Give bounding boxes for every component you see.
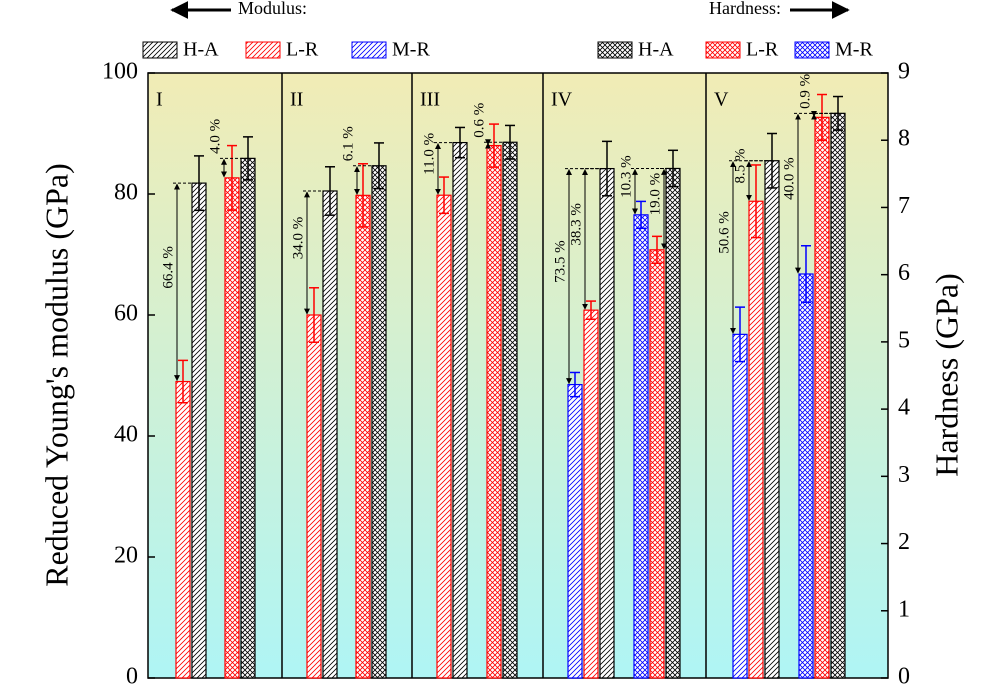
bar	[599, 167, 615, 679]
error-bar	[489, 123, 499, 168]
legend-swatch	[794, 41, 830, 59]
y-tick-label: 100	[102, 59, 138, 85]
legend-label: L-R	[286, 39, 319, 61]
panel-label: I	[156, 89, 163, 111]
annotation: 6.1 %	[340, 126, 356, 161]
legend-swatch	[705, 41, 741, 59]
bar	[633, 214, 649, 679]
legend-heading: Modulus:	[238, 0, 307, 18]
bar	[732, 333, 748, 679]
annotation: 10.3 %	[618, 155, 634, 198]
panel-label: II	[290, 89, 303, 111]
y2-tick-label: 6	[898, 260, 910, 286]
legend-label: L-R	[746, 39, 779, 61]
legend-swatch	[351, 41, 387, 59]
annotation: 73.5 %	[552, 240, 568, 283]
annotation: 19.0 %	[647, 173, 663, 216]
bar	[240, 157, 256, 679]
legend-heading: Hardness:	[709, 0, 781, 18]
y-tick-label: 60	[114, 301, 138, 327]
error-bar	[817, 93, 827, 141]
panel-label: IV	[551, 89, 573, 111]
y2-tick-label: 3	[898, 462, 910, 488]
error-bar	[751, 164, 761, 239]
bar	[748, 200, 764, 679]
y-tick-label: 80	[114, 180, 138, 206]
y2-tick-label: 7	[898, 193, 910, 219]
bar	[583, 309, 599, 679]
legend-swatch	[597, 41, 633, 59]
legend-swatch	[245, 41, 281, 59]
y2-tick-label: 1	[898, 596, 910, 622]
legend-label: H-A	[638, 39, 674, 61]
annotation: 40.0 %	[781, 157, 797, 200]
annotation: 0.9 %	[797, 74, 813, 109]
y2-tick-label: 9	[898, 59, 910, 85]
y-axis-title: Reduced Young's modulus (GPa)	[38, 163, 74, 587]
bar	[175, 380, 191, 679]
bar	[371, 165, 387, 679]
y2-tick-label: 0	[898, 664, 910, 690]
annotation: 50.6 %	[716, 211, 732, 254]
bar	[306, 314, 322, 679]
annotation: 8.5 %	[732, 148, 748, 183]
error-bar	[358, 163, 368, 228]
y2-tick-label: 2	[898, 529, 910, 555]
y2-tick-label: 8	[898, 126, 910, 152]
bar	[665, 167, 681, 679]
error-bar	[652, 235, 662, 264]
bar	[355, 194, 371, 679]
error-bar	[309, 287, 319, 343]
bar	[649, 249, 665, 679]
legend-label: M-R	[392, 39, 430, 61]
y2-tick-label: 4	[898, 395, 910, 421]
bar	[436, 194, 452, 679]
panel-label: V	[714, 89, 729, 111]
bar	[567, 383, 583, 679]
bar	[486, 145, 502, 679]
bar	[224, 177, 240, 679]
bar	[814, 116, 830, 679]
annotation: 0.6 %	[471, 103, 487, 138]
legend-label: H-A	[183, 39, 219, 61]
annotation: 66.4 %	[160, 246, 176, 289]
annotation: 11.0 %	[421, 133, 437, 175]
error-bar	[801, 245, 811, 303]
bar	[452, 141, 468, 679]
annotation: 38.3 %	[568, 203, 584, 246]
y2-tick-label: 5	[898, 327, 910, 353]
y-tick-label: 20	[114, 543, 138, 569]
error-bar	[735, 306, 745, 363]
bar	[764, 160, 780, 679]
error-bar	[227, 144, 237, 211]
bar	[798, 273, 814, 679]
y2-axis-title: Hardness (GPa)	[928, 273, 964, 477]
y-tick-label: 0	[126, 664, 138, 690]
y-tick-label: 40	[114, 422, 138, 448]
bar	[830, 112, 846, 679]
legend-label: M-R	[835, 39, 873, 61]
bar	[322, 190, 338, 679]
annotation: 34.0 %	[290, 217, 306, 259]
annotation: 4.0 %	[207, 119, 223, 154]
bar	[502, 141, 518, 679]
panel-label: III	[420, 89, 440, 111]
bar	[191, 182, 207, 679]
legend-swatch	[142, 41, 178, 59]
